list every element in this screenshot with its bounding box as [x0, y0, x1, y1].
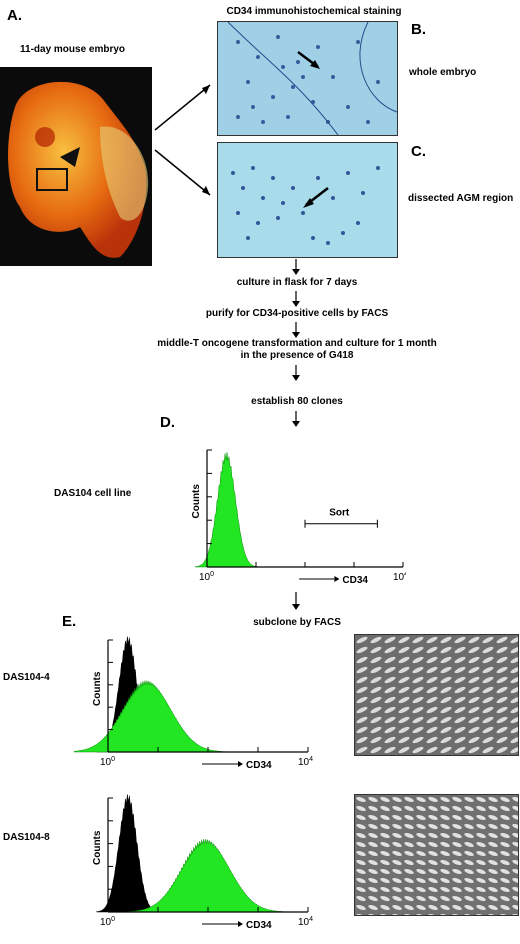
step-purify: purify for CD34-positive cells by FACS — [205, 308, 389, 319]
cd34-positive-peak — [121, 839, 290, 913]
histogram-e2: Counts 100 104 CD34 — [74, 790, 314, 939]
down-arrow-4 — [292, 365, 300, 381]
down-arrow-5 — [292, 411, 300, 427]
x-tick-label-min: 100 — [199, 571, 214, 583]
x-tick-label-min: 100 — [100, 916, 115, 928]
micrograph-e1 — [354, 634, 519, 756]
down-arrow-2 — [292, 291, 300, 307]
panel-e1-cell-line: DAS104-4 — [3, 672, 50, 683]
step-clones: establish 80 clones — [251, 396, 343, 407]
histogram-e1: Counts 100 104 CD34 — [62, 632, 314, 780]
down-arrow-3 — [292, 322, 300, 338]
micrograph-c — [217, 142, 398, 258]
embryo-photo — [0, 67, 152, 266]
panel-b-letter: B. — [411, 21, 426, 38]
step-transformation: middle-T oncogene transformation and cul… — [157, 338, 437, 349]
negative-peak — [96, 794, 160, 913]
x-tick-label-max: 104 — [298, 916, 313, 928]
panel-c-caption: dissected AGM region — [408, 193, 514, 204]
step-culture: culture in flask for 7 days — [236, 277, 358, 288]
x-tick-label-min: 100 — [100, 756, 115, 768]
cd34-axis-arrowhead — [238, 921, 243, 927]
panel-e2-cell-line: DAS104-8 — [3, 832, 50, 843]
down-arrow-1 — [292, 259, 300, 275]
y-axis-label: Counts — [191, 484, 202, 519]
x-tick-label-max: 104 — [393, 571, 406, 583]
panel-d-cell-line: DAS104 cell line — [54, 488, 132, 499]
x-axis-label: CD34 — [342, 575, 368, 586]
panel-e-letter: E. — [62, 613, 77, 630]
histogram-d: Counts 100 104 CD34 Sort — [176, 440, 408, 590]
cd34-positive-peak — [194, 452, 259, 568]
y-axis-label: Counts — [92, 671, 103, 706]
step-g418: in the presence of G418 — [240, 350, 354, 361]
step-subclone: subclone by FACS — [253, 617, 341, 628]
panel-a-letter: A. — [7, 7, 22, 24]
panel-c-letter: C. — [411, 143, 426, 160]
x-tick-label-max: 104 — [298, 756, 313, 768]
cd34-axis-arrowhead — [334, 576, 340, 582]
cd34-axis-arrowhead — [238, 761, 243, 767]
y-axis-label: Counts — [92, 830, 103, 865]
micrograph-e2 — [354, 794, 519, 916]
x-axis-label: CD34 — [246, 760, 272, 771]
panel-d-letter: D. — [160, 414, 175, 431]
arrows-a-to-bc — [154, 84, 211, 196]
cd34-positive-peak — [62, 679, 232, 753]
panel-b-caption: whole embryo — [409, 67, 477, 78]
stain-title: CD34 immunohistochemical staining — [226, 6, 402, 17]
micrograph-b — [217, 21, 398, 136]
down-arrow-6 — [292, 592, 300, 610]
sort-gate-label: Sort — [329, 508, 350, 519]
panel-a-caption: 11-day mouse embryo — [20, 44, 126, 55]
x-axis-label: CD34 — [246, 920, 272, 931]
